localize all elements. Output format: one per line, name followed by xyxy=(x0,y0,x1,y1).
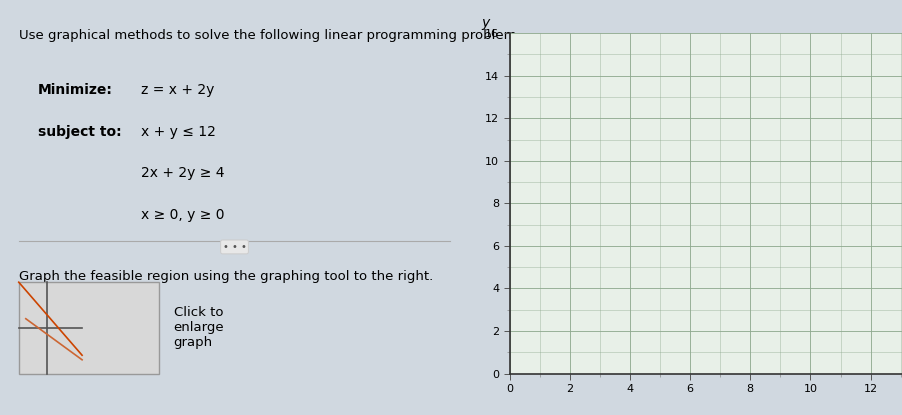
FancyBboxPatch shape xyxy=(19,282,160,374)
Text: Minimize:: Minimize: xyxy=(38,83,113,97)
Text: 2x + 2y ≥ 4: 2x + 2y ≥ 4 xyxy=(141,166,225,180)
Text: Use graphical methods to solve the following linear programming problem.: Use graphical methods to solve the follo… xyxy=(19,29,520,42)
Text: • • •: • • • xyxy=(223,242,246,252)
Text: x ≥ 0, y ≥ 0: x ≥ 0, y ≥ 0 xyxy=(141,208,225,222)
Text: Graph the feasible region using the graphing tool to the right.: Graph the feasible region using the grap… xyxy=(19,270,433,283)
Text: Click to
enlarge
graph: Click to enlarge graph xyxy=(173,306,225,349)
Text: z = x + 2y: z = x + 2y xyxy=(141,83,214,97)
Text: x + y ≤ 12: x + y ≤ 12 xyxy=(141,124,216,139)
Text: y: y xyxy=(482,16,490,29)
Text: subject to:: subject to: xyxy=(38,124,121,139)
